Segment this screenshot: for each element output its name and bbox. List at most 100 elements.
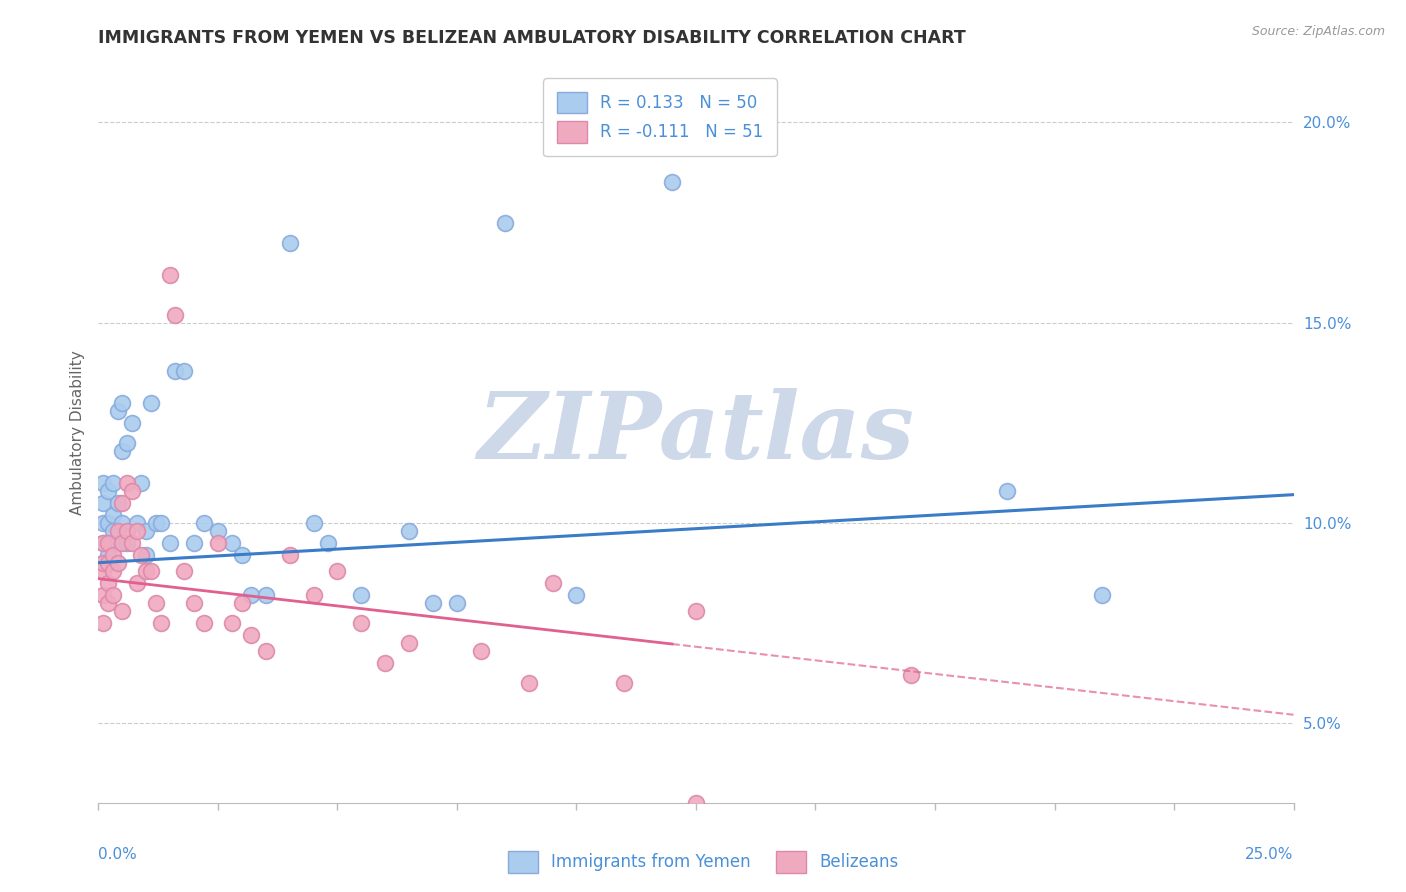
Point (115, 475, 138, 490)
Point (613, 675, 636, 690)
Point (240, 628, 263, 642)
Point (159, 268, 181, 282)
Point (97, 535, 120, 549)
Point (97, 516, 120, 530)
Point (541, 575, 564, 590)
Point (135, 564, 157, 578)
Point (107, 524, 129, 538)
Point (173, 564, 195, 578)
Point (145, 516, 167, 530)
Point (240, 588, 263, 602)
Point (149, 615, 172, 630)
Point (398, 524, 420, 538)
Point (135, 548, 157, 562)
Point (115, 535, 138, 549)
Legend: R = 0.133   N = 50, R = -0.111   N = 51: R = 0.133 N = 50, R = -0.111 N = 51 (544, 78, 776, 156)
Point (374, 656, 396, 670)
Point (494, 215, 516, 229)
Point (91, 516, 114, 530)
Point (107, 496, 129, 510)
Point (900, 667, 922, 681)
Point (173, 363, 195, 377)
Point (221, 615, 243, 630)
Point (111, 443, 134, 458)
Point (193, 615, 215, 630)
Point (350, 588, 373, 602)
Point (121, 535, 143, 549)
Point (97, 575, 120, 590)
Point (131, 475, 153, 490)
Point (221, 535, 243, 549)
Point (139, 395, 162, 409)
Point (254, 588, 277, 602)
Point (97, 483, 120, 498)
Point (101, 508, 124, 522)
Text: 0.0%: 0.0% (98, 847, 138, 863)
Point (207, 535, 229, 549)
Point (91, 496, 114, 510)
Point (470, 644, 492, 658)
Point (231, 548, 253, 562)
Point (131, 548, 153, 562)
Point (101, 524, 124, 538)
Point (207, 524, 229, 538)
Y-axis label: Ambulatory Disability: Ambulatory Disability (69, 351, 84, 515)
Point (97, 596, 120, 610)
Point (91, 564, 114, 578)
Point (685, 796, 707, 810)
Point (302, 588, 325, 602)
Point (446, 596, 468, 610)
Point (107, 535, 129, 549)
Point (422, 596, 444, 610)
Point (101, 475, 124, 490)
Point (163, 363, 186, 377)
Point (101, 564, 124, 578)
Point (316, 535, 339, 549)
Point (149, 516, 172, 530)
Point (115, 435, 138, 450)
Point (145, 596, 167, 610)
Point (326, 564, 349, 578)
Point (111, 535, 134, 549)
Point (278, 548, 301, 562)
Point (135, 524, 157, 538)
Point (159, 535, 181, 549)
Point (254, 644, 277, 658)
Point (685, 604, 707, 618)
Point (661, 176, 683, 190)
Point (111, 496, 134, 510)
Point (91, 556, 114, 570)
Point (91, 615, 114, 630)
Point (125, 516, 148, 530)
Point (115, 524, 138, 538)
Text: 25.0%: 25.0% (1246, 847, 1294, 863)
Point (231, 596, 253, 610)
Point (302, 516, 325, 530)
Legend: Immigrants from Yemen, Belizeans: Immigrants from Yemen, Belizeans (501, 845, 905, 880)
Point (278, 235, 301, 250)
Text: Source: ZipAtlas.com: Source: ZipAtlas.com (1251, 25, 1385, 38)
Point (398, 636, 420, 650)
Point (97, 548, 120, 562)
Point (91, 588, 114, 602)
Point (91, 535, 114, 549)
Point (107, 556, 129, 570)
Point (517, 675, 540, 690)
Point (111, 516, 134, 530)
Point (193, 516, 215, 530)
Point (91, 556, 114, 570)
Point (101, 548, 124, 562)
Point (97, 556, 120, 570)
Point (125, 524, 148, 538)
Point (121, 483, 143, 498)
Point (101, 588, 124, 602)
Point (350, 615, 373, 630)
Point (183, 535, 205, 549)
Text: ZIPatlas: ZIPatlas (478, 388, 914, 477)
Point (91, 475, 114, 490)
Point (1091, 588, 1114, 602)
Point (91, 535, 114, 549)
Point (183, 596, 205, 610)
Point (163, 308, 186, 322)
Point (107, 403, 129, 417)
